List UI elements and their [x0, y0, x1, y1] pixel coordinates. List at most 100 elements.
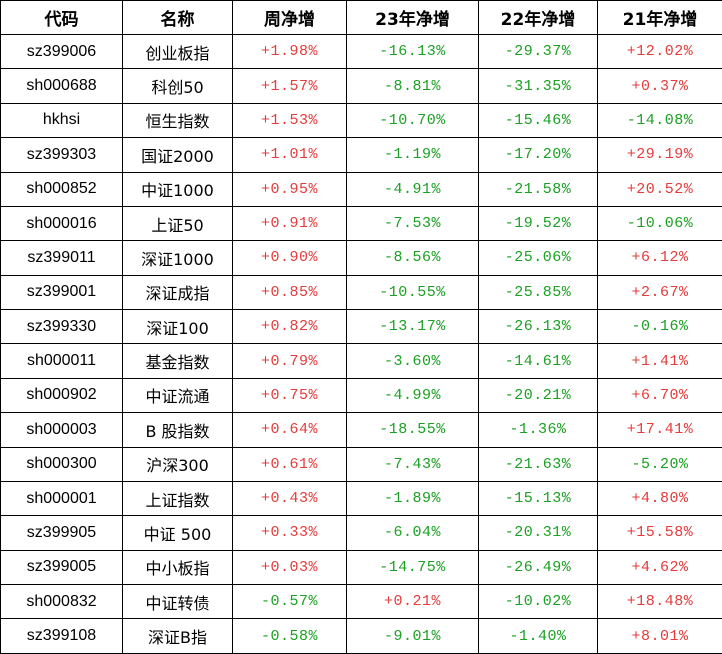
code-cell: sz399905 — [0, 515, 123, 551]
y2023-change-cell: -1.19% — [346, 137, 479, 173]
y2023-change-cell: -9.01% — [346, 618, 479, 654]
name-cell: 中证流通 — [122, 377, 233, 414]
name-cell: 中证转债 — [122, 583, 233, 620]
week-change-cell: +0.03% — [232, 549, 347, 586]
table-row[interactable]: sz399108 深证B指 -0.58% -9.01% -1.40% +8.01% — [0, 618, 722, 654]
table-row[interactable]: sz399330 深证100 +0.82% -13.17% -26.13% -0.16% — [0, 308, 722, 345]
week-change-cell: +0.64% — [232, 412, 347, 448]
y2021-change-cell: +8.01% — [597, 618, 722, 654]
y2021-change-cell: +20.52% — [597, 171, 722, 207]
name-cell: 中证1000 — [122, 171, 233, 207]
name-cell: 深证B指 — [122, 618, 233, 654]
y2023-change-cell: -18.55% — [346, 412, 479, 448]
y2021-change-cell: +12.02% — [597, 33, 722, 70]
table-row[interactable]: sz399005 中小板指 +0.03% -14.75% -26.49% +4.62% — [0, 549, 722, 586]
y2021-change-cell: +18.48% — [597, 583, 722, 620]
col-header-week-change: 周净增 — [232, 0, 347, 35]
y2023-change-cell: -7.43% — [346, 446, 479, 482]
week-change-cell: +0.75% — [232, 377, 347, 414]
table-row[interactable]: hkhsi 恒生指数 +1.53% -10.70% -15.46% -14.08% — [0, 102, 722, 139]
y2021-change-cell: -10.06% — [597, 205, 722, 242]
week-change-cell: +0.33% — [232, 515, 347, 551]
week-change-cell: +1.57% — [232, 68, 347, 104]
y2023-change-cell: -4.99% — [346, 377, 479, 414]
week-change-cell: +0.61% — [232, 446, 347, 482]
table-row[interactable]: sh000016 上证50 +0.91% -7.53% -19.52% -10.06% — [0, 205, 722, 242]
week-change-cell: -0.58% — [232, 618, 347, 654]
week-change-cell: +0.82% — [232, 308, 347, 345]
y2023-change-cell: -7.53% — [346, 205, 479, 242]
code-cell: sh000852 — [0, 171, 123, 207]
week-change-cell: -0.57% — [232, 583, 347, 620]
table-row[interactable]: sh000300 沪深300 +0.61% -7.43% -21.63% -5.20% — [0, 446, 722, 482]
week-change-cell: +1.98% — [232, 33, 347, 70]
y2022-change-cell: -17.20% — [478, 137, 598, 173]
week-change-cell: +1.01% — [232, 137, 347, 173]
table-row[interactable]: sz399001 深证成指 +0.85% -10.55% -25.85% +2.67% — [0, 274, 722, 311]
name-cell: 恒生指数 — [122, 102, 233, 139]
y2023-change-cell: -8.81% — [346, 68, 479, 104]
code-cell: sz399108 — [0, 618, 123, 654]
y2022-change-cell: -1.36% — [478, 412, 598, 448]
y2021-change-cell: +6.12% — [597, 240, 722, 276]
y2022-change-cell: -14.61% — [478, 343, 598, 379]
table-row[interactable]: sh000852 中证1000 +0.95% -4.91% -21.58% +20.52% — [0, 171, 722, 207]
name-cell: 深证1000 — [122, 240, 233, 276]
name-cell: 沪深300 — [122, 446, 233, 482]
code-cell: sh000688 — [0, 68, 123, 104]
y2022-change-cell: -25.85% — [478, 274, 598, 311]
y2023-change-cell: -13.17% — [346, 308, 479, 345]
code-cell: sz399330 — [0, 308, 123, 345]
code-cell: sh000902 — [0, 377, 123, 414]
y2022-change-cell: -15.13% — [478, 480, 598, 517]
col-header-2022-change: 22年净增 — [478, 0, 598, 35]
code-cell: hkhsi — [0, 102, 123, 139]
y2023-change-cell: +0.21% — [346, 583, 479, 620]
name-cell: 上证50 — [122, 205, 233, 242]
y2022-change-cell: -21.63% — [478, 446, 598, 482]
week-change-cell: +0.90% — [232, 240, 347, 276]
y2021-change-cell: -5.20% — [597, 446, 722, 482]
y2022-change-cell: -1.40% — [478, 618, 598, 654]
y2023-change-cell: -10.70% — [346, 102, 479, 139]
table-row[interactable]: sh000001 上证指数 +0.43% -1.89% -15.13% +4.80% — [0, 480, 722, 517]
table-row[interactable]: sh000688 科创50 +1.57% -8.81% -31.35% +0.37% — [0, 68, 722, 104]
table-row[interactable]: sz399011 深证1000 +0.90% -8.56% -25.06% +6.12% — [0, 240, 722, 276]
week-change-cell: +0.43% — [232, 480, 347, 517]
code-cell: sz399006 — [0, 33, 123, 70]
y2021-change-cell: +6.70% — [597, 377, 722, 414]
table-row[interactable]: sz399006 创业板指 +1.98% -16.13% -29.37% +12.02% — [0, 33, 722, 70]
table-row[interactable]: sz399303 国证2000 +1.01% -1.19% -17.20% +29.19% — [0, 137, 722, 173]
y2023-change-cell: -1.89% — [346, 480, 479, 517]
code-cell: sz399011 — [0, 240, 123, 276]
name-cell: 上证指数 — [122, 480, 233, 517]
table-row[interactable]: sz399905 中证 500 +0.33% -6.04% -20.31% +15.58% — [0, 515, 722, 551]
y2021-change-cell: +4.62% — [597, 549, 722, 586]
y2022-change-cell: -21.58% — [478, 171, 598, 207]
col-header-name: 名称 — [122, 0, 233, 35]
y2021-change-cell: +17.41% — [597, 412, 722, 448]
y2022-change-cell: -25.06% — [478, 240, 598, 276]
y2023-change-cell: -14.75% — [346, 549, 479, 586]
code-cell: sh000832 — [0, 583, 123, 620]
y2021-change-cell: -0.16% — [597, 308, 722, 345]
table-row[interactable]: sh000832 中证转债 -0.57% +0.21% -10.02% +18.48% — [0, 583, 722, 620]
col-header-2023-change: 23年净增 — [346, 0, 479, 35]
name-cell: 中证 500 — [122, 515, 233, 551]
name-cell: 深证成指 — [122, 274, 233, 311]
y2021-change-cell: -14.08% — [597, 102, 722, 139]
week-change-cell: +0.85% — [232, 274, 347, 311]
y2023-change-cell: -4.91% — [346, 171, 479, 207]
y2022-change-cell: -20.21% — [478, 377, 598, 414]
table-row[interactable]: sh000902 中证流通 +0.75% -4.99% -20.21% +6.70% — [0, 377, 722, 414]
table-row[interactable]: sh000011 基金指数 +0.79% -3.60% -14.61% +1.41% — [0, 343, 722, 379]
week-change-cell: +0.91% — [232, 205, 347, 242]
name-cell: 中小板指 — [122, 549, 233, 586]
y2023-change-cell: -3.60% — [346, 343, 479, 379]
y2022-change-cell: -26.49% — [478, 549, 598, 586]
name-cell: 国证2000 — [122, 137, 233, 173]
week-change-cell: +0.95% — [232, 171, 347, 207]
table-row[interactable]: sh000003 B 股指数 +0.64% -18.55% -1.36% +17.41% — [0, 412, 722, 448]
col-header-2021-change: 21年净增 — [597, 0, 722, 35]
